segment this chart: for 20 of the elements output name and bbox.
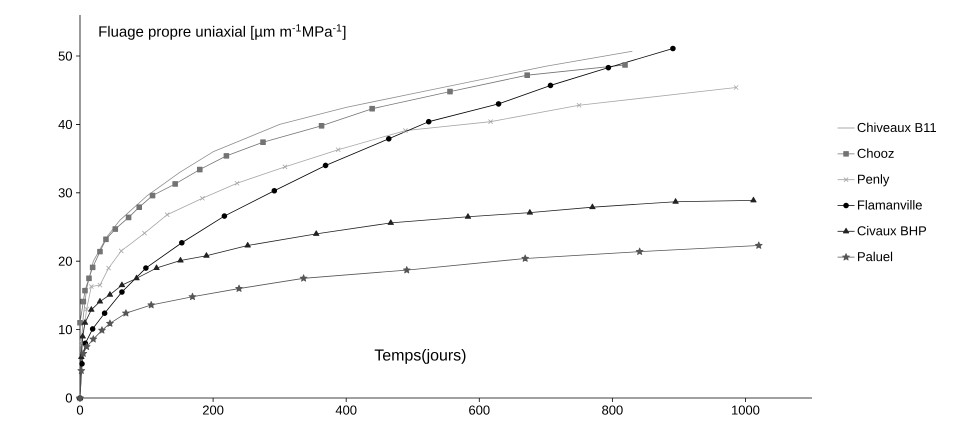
x-axis-title: Temps(jours) bbox=[374, 348, 466, 364]
legend-label: Flamanville bbox=[858, 200, 922, 210]
legend-label: Civaux BHP bbox=[858, 226, 926, 236]
y-tick-label: 50 bbox=[58, 51, 72, 61]
legend-label: Chooz bbox=[858, 148, 894, 158]
x-tick-label: 200 bbox=[202, 406, 224, 415]
x-tick-label: 0 bbox=[76, 406, 84, 415]
x-tick-label: 800 bbox=[602, 406, 623, 415]
x-tick-label: 1000 bbox=[732, 406, 760, 415]
y-tick-label: 10 bbox=[59, 325, 72, 334]
y-tick-label: 20 bbox=[58, 256, 72, 266]
legend-label: Paluel bbox=[858, 252, 892, 262]
y-tick-label: 0 bbox=[66, 393, 72, 403]
x-tick-label: 600 bbox=[469, 406, 490, 415]
x-tick-label: 400 bbox=[336, 406, 356, 415]
y-tick-label: 40 bbox=[58, 120, 72, 130]
legend-label: Penly bbox=[858, 174, 890, 186]
y-axis-title: Fluage propre uniaxial [µm m$^{-1}$MPa$^{-1}$] bbox=[99, 24, 346, 40]
legend-label: Chiveaux B11 bbox=[858, 122, 936, 132]
y-tick-label: 30 bbox=[58, 188, 72, 198]
